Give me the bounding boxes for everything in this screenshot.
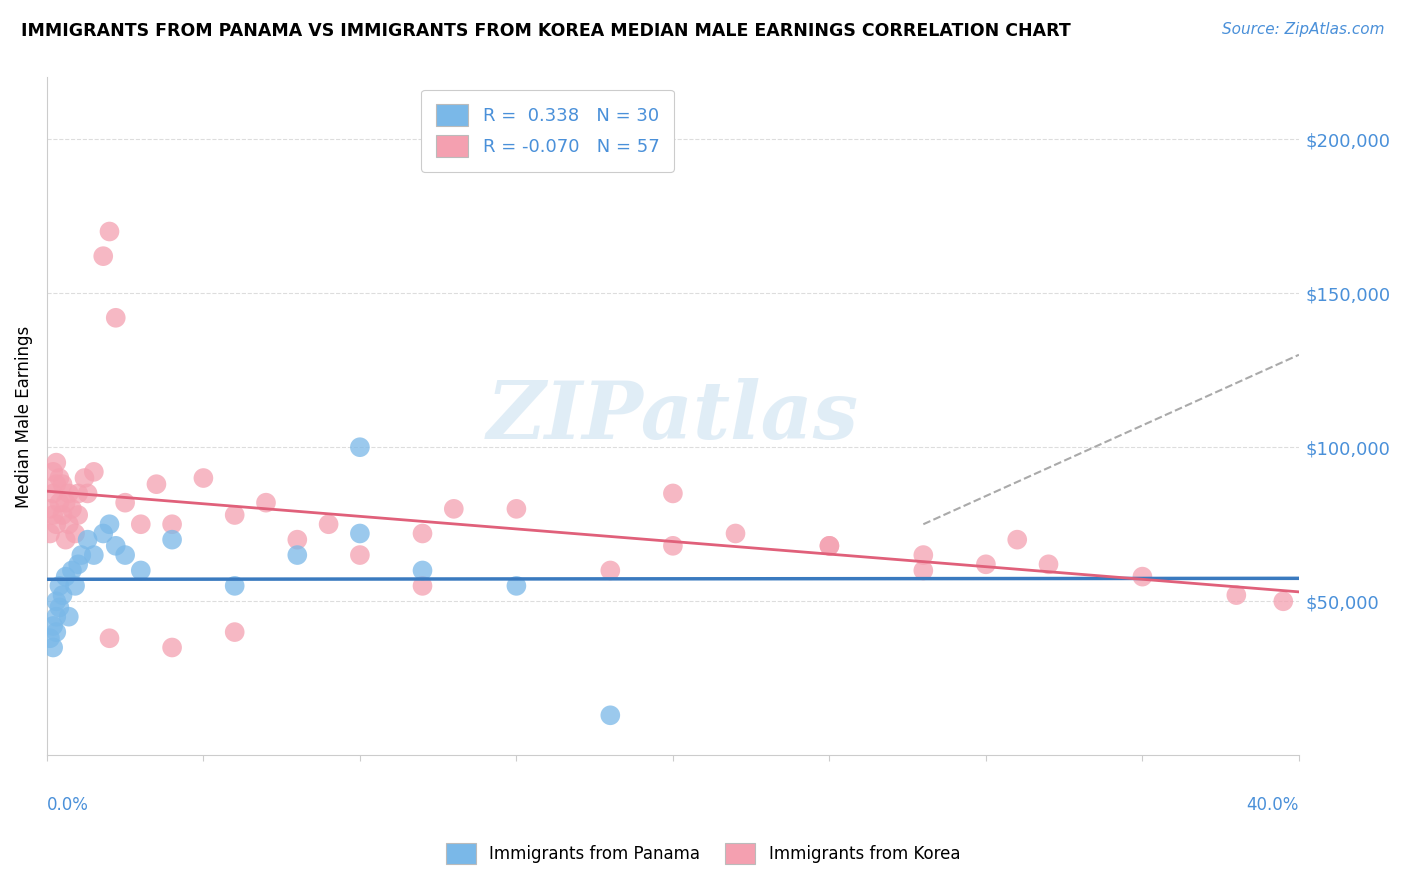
Point: [349, 526, 371, 541]
Point: [224, 508, 246, 522]
Point: [83, 548, 105, 562]
Point: [254, 496, 277, 510]
Point: [912, 564, 935, 578]
Point: [58, 486, 80, 500]
Point: [48, 496, 70, 510]
Point: [104, 310, 127, 325]
Point: [1272, 594, 1295, 608]
Point: [724, 526, 747, 541]
Point: [98, 632, 121, 646]
Point: [48, 579, 70, 593]
Point: [1132, 569, 1154, 583]
Point: [114, 548, 136, 562]
Point: [411, 526, 433, 541]
Point: [1225, 588, 1247, 602]
Point: [83, 465, 105, 479]
Point: [55, 496, 77, 510]
Legend: Immigrants from Panama, Immigrants from Korea: Immigrants from Panama, Immigrants from …: [439, 837, 967, 871]
Point: [145, 477, 167, 491]
Point: [48, 600, 70, 615]
Point: [55, 533, 77, 547]
Point: [129, 517, 152, 532]
Point: [98, 517, 121, 532]
Point: [662, 486, 685, 500]
Point: [912, 548, 935, 562]
Point: [45, 456, 67, 470]
Point: [91, 249, 114, 263]
Point: [411, 564, 433, 578]
Point: [73, 471, 96, 485]
Point: [160, 640, 183, 655]
Point: [129, 564, 152, 578]
Point: [76, 533, 98, 547]
Point: [599, 708, 621, 723]
Point: [285, 533, 308, 547]
Point: [58, 517, 80, 532]
Point: [67, 486, 90, 500]
Point: [160, 517, 183, 532]
Point: [104, 539, 127, 553]
Point: [42, 619, 65, 633]
Point: [39, 632, 62, 646]
Y-axis label: Median Male Earnings: Median Male Earnings: [15, 326, 32, 508]
Point: [45, 625, 67, 640]
Legend: R =  0.338   N = 30, R = -0.070   N = 57: R = 0.338 N = 30, R = -0.070 N = 57: [422, 90, 673, 172]
Point: [51, 477, 73, 491]
Text: ZIPatlas: ZIPatlas: [486, 377, 859, 455]
Point: [48, 471, 70, 485]
Point: [45, 477, 67, 491]
Point: [224, 579, 246, 593]
Point: [42, 486, 65, 500]
Point: [51, 588, 73, 602]
Point: [160, 533, 183, 547]
Text: 0.0%: 0.0%: [46, 796, 89, 814]
Point: [818, 539, 841, 553]
Point: [60, 501, 83, 516]
Point: [349, 440, 371, 454]
Point: [45, 594, 67, 608]
Point: [1038, 558, 1060, 572]
Point: [60, 564, 83, 578]
Point: [505, 579, 527, 593]
Point: [39, 501, 62, 516]
Text: IMMIGRANTS FROM PANAMA VS IMMIGRANTS FROM KOREA MEDIAN MALE EARNINGS CORRELATION: IMMIGRANTS FROM PANAMA VS IMMIGRANTS FRO…: [21, 22, 1071, 40]
Point: [349, 548, 371, 562]
Point: [42, 465, 65, 479]
Point: [45, 517, 67, 532]
Point: [1005, 533, 1028, 547]
Text: Source: ZipAtlas.com: Source: ZipAtlas.com: [1222, 22, 1385, 37]
Point: [224, 625, 246, 640]
Point: [76, 486, 98, 500]
Point: [39, 526, 62, 541]
Point: [42, 640, 65, 655]
Point: [45, 609, 67, 624]
Point: [285, 548, 308, 562]
Point: [599, 564, 621, 578]
Point: [818, 539, 841, 553]
Point: [58, 609, 80, 624]
Point: [974, 558, 997, 572]
Point: [318, 517, 340, 532]
Point: [114, 496, 136, 510]
Point: [98, 225, 121, 239]
Point: [443, 501, 465, 516]
Point: [505, 501, 527, 516]
Point: [67, 508, 90, 522]
Point: [63, 526, 86, 541]
Point: [193, 471, 215, 485]
Point: [67, 558, 90, 572]
Point: [662, 539, 685, 553]
Point: [411, 579, 433, 593]
Text: 40.0%: 40.0%: [1247, 796, 1299, 814]
Point: [70, 548, 93, 562]
Point: [51, 508, 73, 522]
Point: [55, 569, 77, 583]
Point: [63, 579, 86, 593]
Point: [91, 526, 114, 541]
Point: [42, 508, 65, 522]
